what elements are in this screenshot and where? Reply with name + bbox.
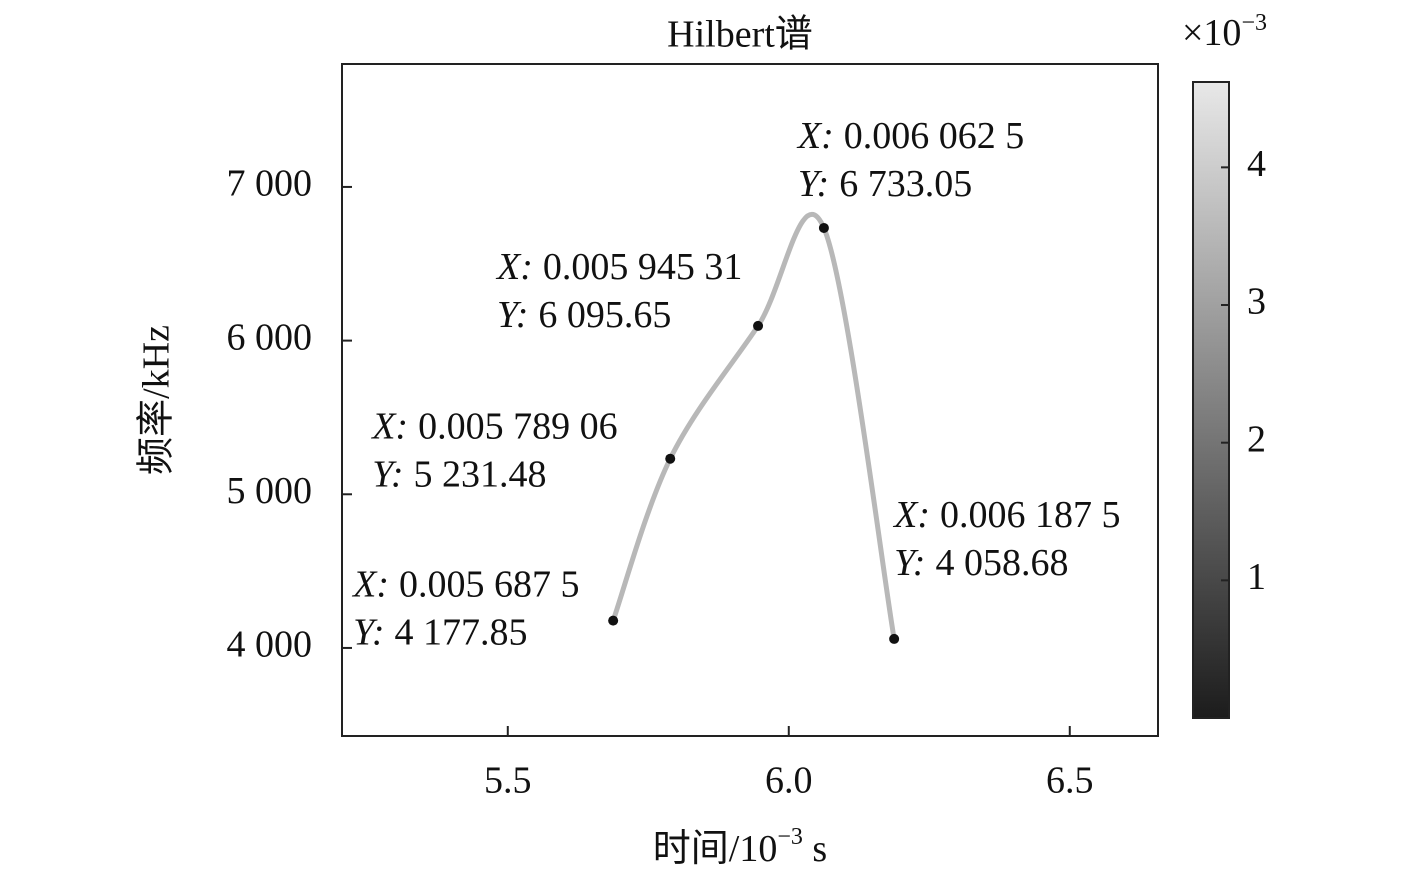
chart-title: Hilbert谱 — [667, 14, 813, 56]
datatip: Y: 6 733.05 — [798, 163, 972, 205]
y-tick-label: 6 000 — [227, 316, 313, 358]
colorbar-tick-label: 1 — [1247, 556, 1266, 598]
datatip-value: 0.006 187 5 — [940, 494, 1120, 536]
data-point — [665, 453, 676, 464]
x-tick-label: 5.5 — [484, 760, 532, 802]
datatip-prefix: Y: — [372, 453, 403, 495]
datatip: Y: 6 095.65 — [497, 294, 671, 336]
y-tick-label: 5 000 — [227, 470, 313, 512]
datatip-prefix: Y: — [894, 542, 925, 584]
plot-frame — [341, 63, 1159, 737]
series-line — [610, 211, 897, 642]
datatip-value: 0.006 062 5 — [844, 115, 1025, 157]
datatip-prefix: Y: — [798, 163, 829, 205]
datatip-prefix: X: — [495, 246, 533, 288]
datatip-value: 0.005 945 31 — [543, 246, 743, 288]
datatip-value: 0.005 789 06 — [418, 405, 618, 447]
x-tick-label: 6.0 — [765, 760, 813, 802]
data-point — [889, 633, 900, 644]
x-axis-label-part: s — [803, 828, 827, 870]
datatip-prefix: X: — [796, 115, 834, 157]
datatip-prefix: X: — [370, 405, 408, 447]
datatip: Y: 4 177.85 — [353, 611, 527, 653]
datatip-prefix: Y: — [497, 294, 528, 336]
datatip-value: 4 058.68 — [935, 542, 1068, 584]
x-axis-label-exponent: −3 — [777, 824, 803, 850]
datatip-prefix: X: — [892, 494, 930, 536]
colorbar-tick-label: 4 — [1247, 143, 1266, 185]
colorbar-tick-label: 2 — [1247, 418, 1266, 460]
datatip: X: 0.006 062 5 — [796, 115, 1024, 157]
x-tick-label: 6.5 — [1046, 760, 1094, 802]
datatip: X: 0.005 789 06 — [370, 405, 617, 447]
datatip-value: 5 231.48 — [414, 453, 547, 495]
datatip: Y: 4 058.68 — [894, 542, 1068, 584]
colorbar — [1192, 81, 1230, 719]
x-axis-label: 时间/10−3 s — [653, 824, 827, 870]
datatip: X: 0.005 687 5 — [351, 563, 579, 605]
datatip-value: 6 733.05 — [839, 163, 972, 205]
datatip-prefix: Y: — [353, 611, 384, 653]
datatip-value: 6 095.65 — [538, 294, 671, 336]
colorbar-exponent: ×10−3 — [1182, 10, 1267, 54]
data-point — [753, 320, 764, 331]
data-point — [818, 222, 829, 233]
datatip-value: 4 177.85 — [394, 611, 527, 653]
colorbar-tick-label: 3 — [1247, 281, 1266, 323]
datatip-value: 0.005 687 5 — [399, 563, 579, 605]
y-axis-label: 频率/kHz — [136, 325, 178, 475]
datatip: X: 0.006 187 5 — [892, 494, 1120, 536]
datatip-prefix: X: — [351, 563, 389, 605]
y-tick-label: 7 000 — [227, 163, 313, 205]
data-point — [608, 615, 619, 626]
y-tick-label: 4 000 — [227, 624, 313, 666]
datatip: X: 0.005 945 31 — [495, 246, 742, 288]
colorbar-exponent-power: −3 — [1241, 10, 1267, 36]
colorbar-exponent-base: ×10 — [1182, 12, 1241, 54]
x-axis-label-part: 时间/10 — [653, 828, 778, 870]
datatip: Y: 5 231.48 — [372, 453, 546, 495]
